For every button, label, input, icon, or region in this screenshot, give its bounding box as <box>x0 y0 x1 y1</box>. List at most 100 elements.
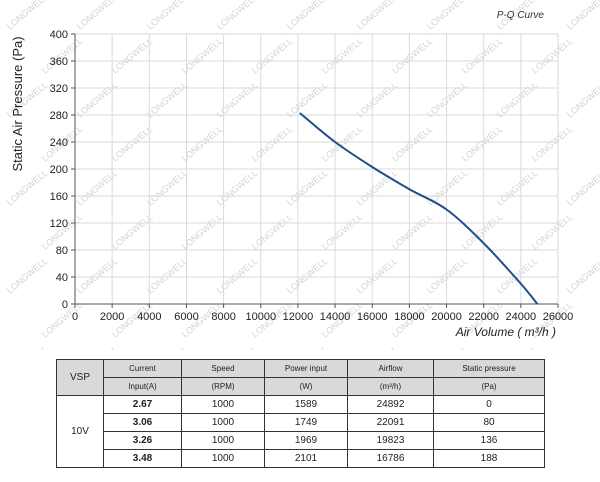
y-tick-label: 40 <box>56 272 68 284</box>
y-tick-labels: 0 40 80 120 160 200 240 280 320 360 400 <box>50 29 68 311</box>
cell-speed: 1000 <box>181 395 265 414</box>
x-tick-labels: 0 2000 4000 6000 8000 10000 12000 14000 16000 180… <box>72 311 573 323</box>
watermark-text: LONGWELL <box>355 0 400 32</box>
y-tick-label: 0 <box>62 299 68 311</box>
cell-speed: 1000 <box>181 449 265 468</box>
watermark-text: LONGWELL <box>565 344 600 350</box>
watermark-text: LONGWELL <box>565 256 600 296</box>
watermark-text: LONGWELL <box>495 344 540 350</box>
y-tick-label: 280 <box>50 110 68 122</box>
watermark-text: LONGWELL <box>75 344 120 350</box>
watermark-text: LONGWELL <box>250 212 295 252</box>
table-header-units-row: Input(A) (RPM) (W) (m³/h) (Pa) <box>57 377 545 396</box>
watermark-text: LONGWELL <box>460 36 505 76</box>
cell-airflow: 22091 <box>347 413 434 432</box>
y-axis-title: Static Air Pressure (Pa) <box>10 36 25 171</box>
watermark-text: LONGWELL <box>110 124 155 164</box>
header-power-unit: (W) <box>264 377 348 396</box>
watermark-text: LONGWELL <box>145 0 190 32</box>
watermark-text: LONGWELL <box>320 36 365 76</box>
x-tick-label: 2000 <box>100 311 124 323</box>
x-tick-label: 14000 <box>320 311 351 323</box>
chart-title: P-Q Curve <box>497 10 545 21</box>
watermark-text: LONGWELL <box>75 80 120 120</box>
watermark-text: LONGWELL <box>320 212 365 252</box>
watermark-text: LONGWELL <box>530 212 575 252</box>
watermark-text: LONGWELL <box>355 344 400 350</box>
header-power: Power input <box>264 359 348 378</box>
header-speed: Speed <box>181 359 265 378</box>
cell-power: 1749 <box>264 413 348 432</box>
watermark-text: LONGWELL <box>565 0 600 32</box>
watermark-text: LONGWELL <box>390 212 435 252</box>
cell-pressure: 0 <box>433 395 545 414</box>
watermark-text: LONGWELL <box>285 344 330 350</box>
header-airflow-unit: (m³/h) <box>347 377 434 396</box>
cell-airflow: 16786 <box>347 449 434 468</box>
x-tick-label: 4000 <box>137 311 161 323</box>
watermark-text: LONGWELL <box>250 36 295 76</box>
watermark-text: LONGWELL <box>5 256 50 296</box>
watermark-text: LONGWELL <box>355 168 400 208</box>
chart-grid <box>75 33 559 304</box>
watermark-text: LONGWELL <box>285 168 330 208</box>
x-axis-title: Air Volume ( m³/h ) <box>455 325 556 339</box>
watermark-text: LONGWELL <box>110 212 155 252</box>
watermark-text: LONGWELL <box>215 344 260 350</box>
header-speed-unit: (RPM) <box>181 377 265 396</box>
pq-chart: LONGWELL LONGWELL LONGWELL LONGWELL LONGWELL… <box>5 0 600 350</box>
watermark-text: LONGWELL <box>425 80 470 120</box>
watermark-text: LONGWELL <box>215 168 260 208</box>
header-pressure-unit: (Pa) <box>433 377 545 396</box>
cell-speed: 1000 <box>181 431 265 450</box>
watermark-text: LONGWELL <box>460 124 505 164</box>
watermark-text: LONGWELL <box>215 80 260 120</box>
x-tick-label: 6000 <box>174 311 198 323</box>
vsp-value: 10V <box>56 395 104 468</box>
cell-pressure: 188 <box>433 449 545 468</box>
table-row: 3.26 1000 1969 19823 136 <box>57 431 545 450</box>
watermark-text: LONGWELL <box>250 124 295 164</box>
y-tick-label: 200 <box>50 164 68 176</box>
pq-curve-line <box>299 112 539 305</box>
watermark-text: LONGWELL <box>215 0 260 32</box>
series-layer <box>299 112 539 305</box>
watermark-text: LONGWELL <box>460 212 505 252</box>
y-tick-label: 80 <box>56 245 68 257</box>
watermark-text: LONGWELL <box>495 80 540 120</box>
watermark-text: LONGWELL <box>355 80 400 120</box>
x-tick-label: 22000 <box>468 311 499 323</box>
spec-table: VSP Current Speed Power input Airflow St… <box>56 359 545 468</box>
watermark-text: LONGWELL <box>425 0 470 32</box>
cell-current: 3.26 <box>103 431 182 450</box>
watermark-text: LONGWELL <box>425 344 470 350</box>
cell-current: 3.48 <box>103 449 182 468</box>
chart-axes <box>71 33 559 308</box>
table-row: 10V 2.67 1000 1589 24892 0 <box>56 395 545 468</box>
cell-pressure: 136 <box>433 431 545 450</box>
x-tick-label: 18000 <box>394 311 425 323</box>
cell-current: 3.06 <box>103 413 182 432</box>
watermark-text: LONGWELL <box>355 256 400 296</box>
x-tick-label: 26000 <box>543 311 574 323</box>
watermark-layer: LONGWELL LONGWELL LONGWELL LONGWELL LONGWELL… <box>5 0 600 350</box>
watermark-text: LONGWELL <box>75 0 120 32</box>
y-tick-label: 400 <box>50 29 68 41</box>
y-tick-label: 240 <box>50 137 68 149</box>
x-tick-label: 0 <box>72 311 78 323</box>
cell-power: 1589 <box>264 395 348 414</box>
watermark-text: LONGWELL <box>285 80 330 120</box>
watermark-text: LONGWELL <box>110 36 155 76</box>
header-current: Current <box>103 359 182 378</box>
header-airflow: Airflow <box>347 359 434 378</box>
watermark-text: LONGWELL <box>495 168 540 208</box>
watermark-text: LONGWELL <box>145 256 190 296</box>
x-tick-label: 24000 <box>506 311 537 323</box>
cell-power: 1969 <box>264 431 348 450</box>
table-row: 3.06 1000 1749 22091 80 <box>57 413 545 432</box>
watermark-text: LONGWELL <box>75 168 120 208</box>
y-tick-label: 160 <box>50 191 68 203</box>
table-header-row: VSP Current Speed Power input Airflow St… <box>56 359 545 396</box>
watermark-text: LONGWELL <box>530 36 575 76</box>
watermark-text: LONGWELL <box>5 168 50 208</box>
